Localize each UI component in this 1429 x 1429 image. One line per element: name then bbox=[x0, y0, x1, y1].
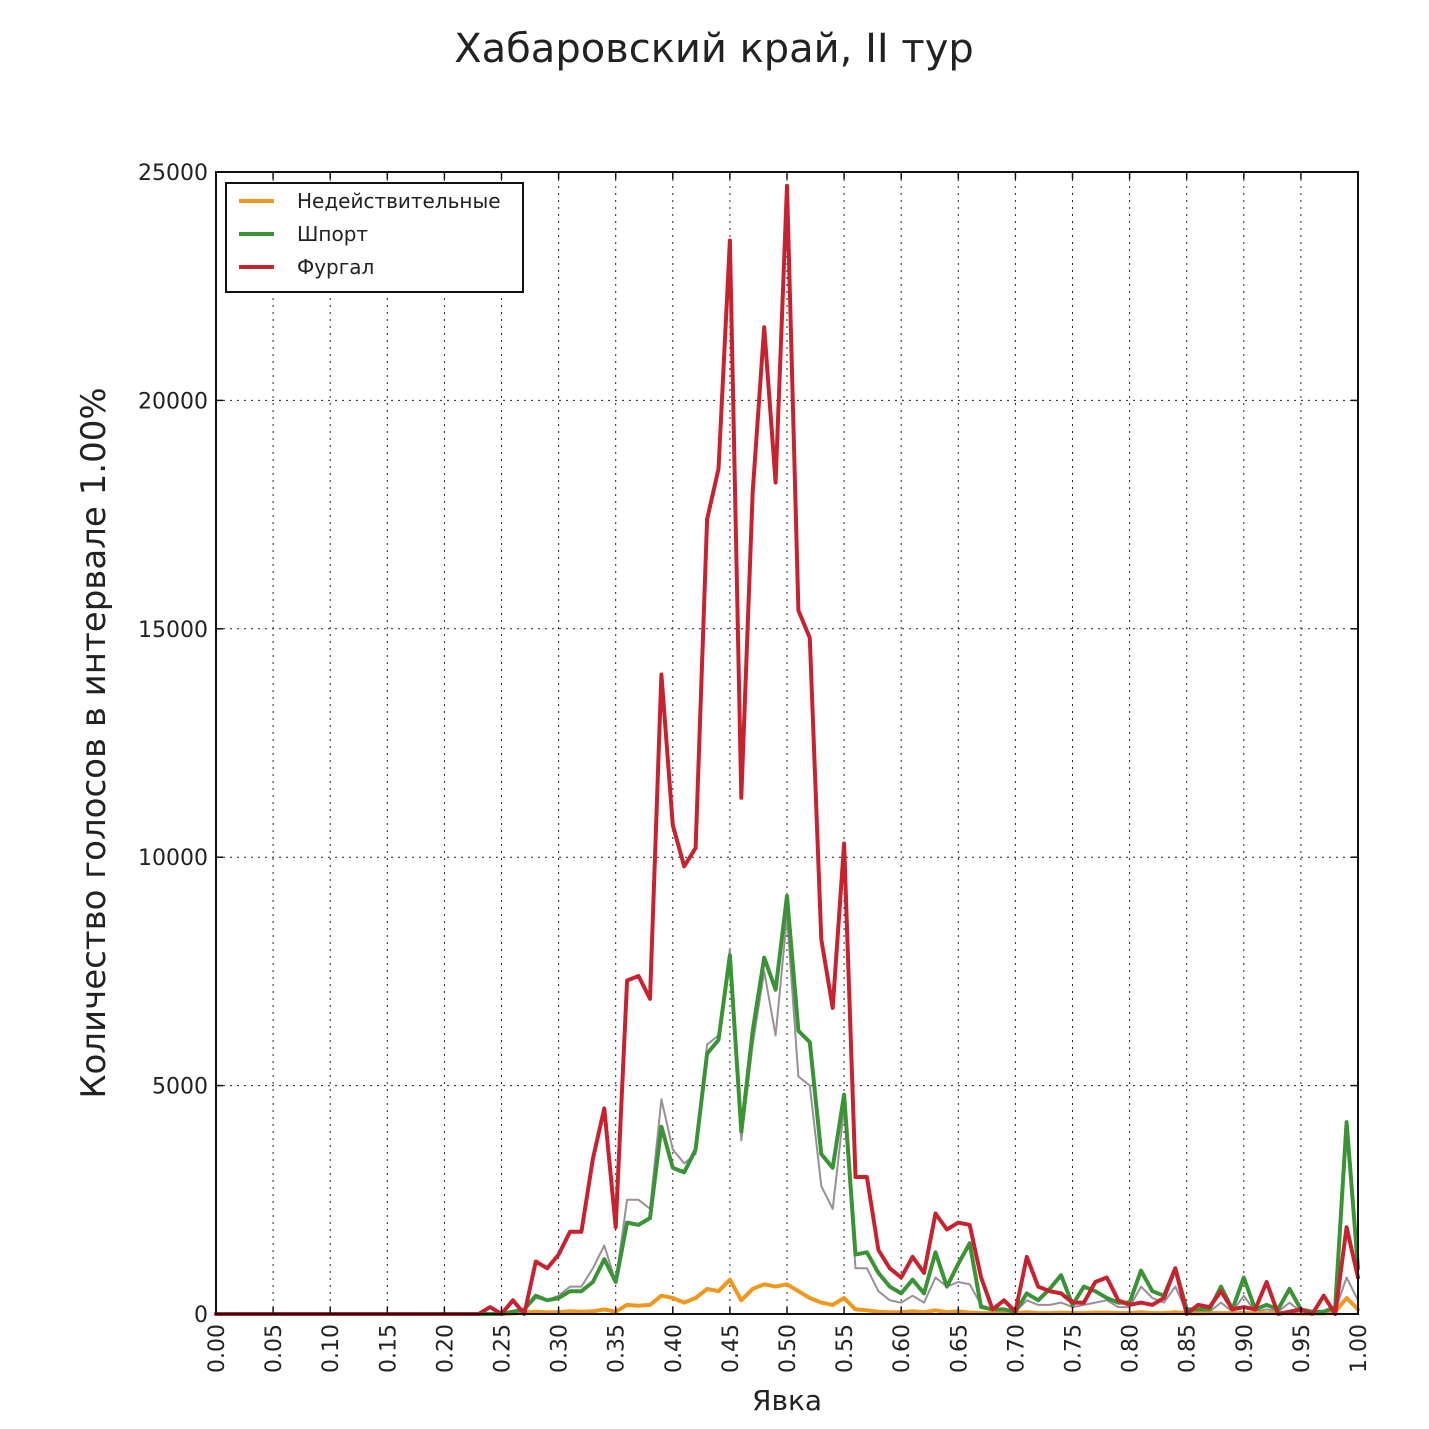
y-tick-label: 0 bbox=[194, 1303, 208, 1328]
y-axis-label: Количество голосов в интервале 1.00% bbox=[74, 387, 114, 1098]
x-tick-label: 0.35 bbox=[605, 1324, 630, 1373]
legend-box bbox=[225, 182, 524, 293]
y-tick-label: 20000 bbox=[138, 389, 208, 414]
y-axis-ticks: 0 5000 10000 15000 20000 25000 bbox=[138, 161, 1358, 1328]
x-tick-label: 0.75 bbox=[1062, 1324, 1087, 1373]
x-axis-label: Явка bbox=[752, 1384, 822, 1417]
y-tick-label: 15000 bbox=[138, 618, 208, 643]
series-line-unlabeled bbox=[215, 915, 1359, 1315]
legend-label: Недействительные bbox=[297, 189, 501, 213]
x-tick-label: 0.50 bbox=[776, 1324, 801, 1373]
x-tick-label: 0.45 bbox=[719, 1324, 744, 1373]
x-tick-label: 0.00 bbox=[205, 1324, 230, 1373]
x-tick-label: 0.20 bbox=[433, 1324, 458, 1373]
x-tick-label: 0.30 bbox=[548, 1324, 573, 1373]
x-tick-label: 0.70 bbox=[1004, 1324, 1029, 1373]
grid bbox=[216, 172, 1358, 1314]
x-tick-label: 0.90 bbox=[1233, 1324, 1258, 1373]
legend-label: Шпорт bbox=[297, 222, 368, 246]
x-tick-label: 0.60 bbox=[890, 1324, 915, 1373]
x-tick-label: 0.40 bbox=[662, 1324, 687, 1373]
legend-label: Фургал bbox=[297, 255, 374, 279]
x-tick-label: 0.85 bbox=[1176, 1324, 1201, 1373]
y-tick-label: 5000 bbox=[152, 1075, 208, 1100]
y-tick-label: 10000 bbox=[138, 846, 208, 871]
y-tick-label: 25000 bbox=[138, 161, 208, 186]
x-tick-label: 0.80 bbox=[1119, 1324, 1144, 1373]
x-tick-label: 1.00 bbox=[1347, 1324, 1372, 1373]
x-tick-label: 0.15 bbox=[376, 1324, 401, 1373]
x-tick-label: 0.10 bbox=[319, 1324, 344, 1373]
x-tick-label: 0.95 bbox=[1290, 1324, 1315, 1373]
x-tick-label: 0.65 bbox=[947, 1324, 972, 1373]
x-tick-label: 0.25 bbox=[491, 1324, 516, 1373]
legend: Недействительные Шпорт Фургал bbox=[225, 182, 524, 293]
plot-frame bbox=[215, 171, 1359, 1315]
x-tick-label: 0.55 bbox=[833, 1324, 858, 1373]
x-tick-label: 0.05 bbox=[262, 1324, 287, 1373]
x-axis-ticks: 0.00 0.05 0.10 0.15 0.20 0.25 0.30 0.35 0.40 0.45… bbox=[205, 172, 1372, 1373]
chart-title: Хабаровский край, II тур bbox=[454, 26, 974, 72]
